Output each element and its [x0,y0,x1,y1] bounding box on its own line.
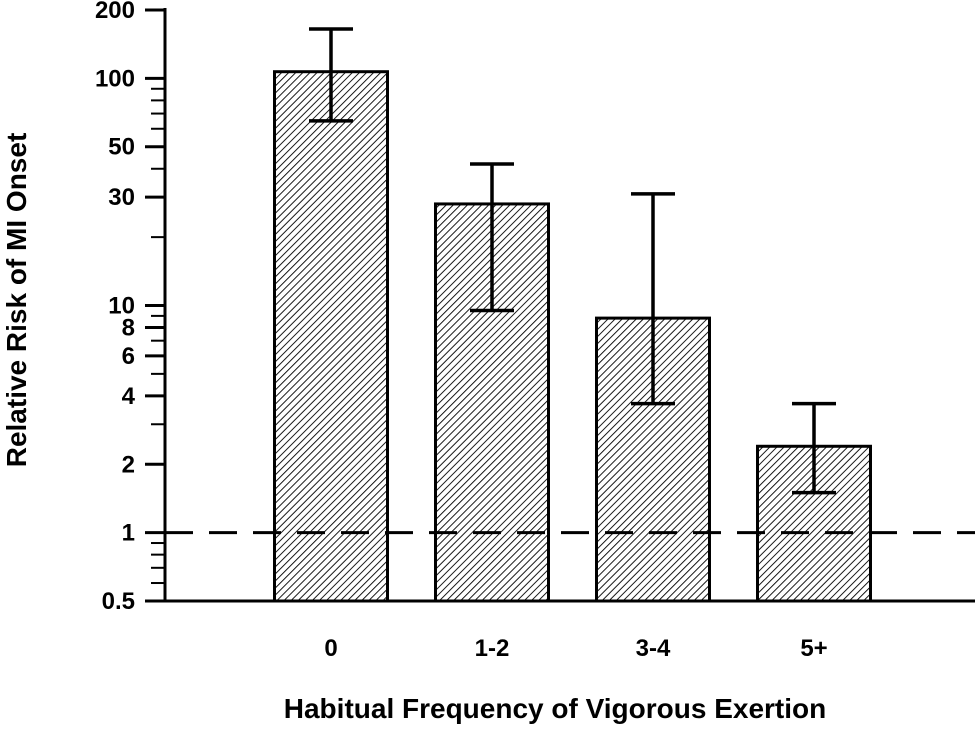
x-tick-labels-group: 0 1-2 3-4 5+ [324,635,827,662]
x-tick-label-2: 3-4 [636,635,671,662]
y-tick-label-3: 4 [122,383,136,410]
y-tick-label-10: 200 [95,0,135,24]
y-tick-label-9: 100 [95,65,135,92]
y-tick-label-8: 50 [108,134,135,161]
y-tick-label-1: 1 [122,520,135,547]
bar-0 [275,72,388,601]
x-tick-label-3: 5+ [800,635,827,662]
y-tick-label-7: 30 [108,184,135,211]
y-axis-title: Relative Risk of MI Onset [1,133,32,468]
x-tick-label-1: 1-2 [475,635,510,662]
y-tick-label-0: 0.5 [102,588,135,615]
bars-group [275,72,871,601]
y-tick-label-2: 2 [122,451,135,478]
y-tick-label-6: 10 [108,293,135,320]
x-axis-title: Habitual Frequency of Vigorous Exertion [284,693,826,724]
y-tick-label-4: 6 [122,343,135,370]
x-tick-label-0: 0 [324,635,337,662]
